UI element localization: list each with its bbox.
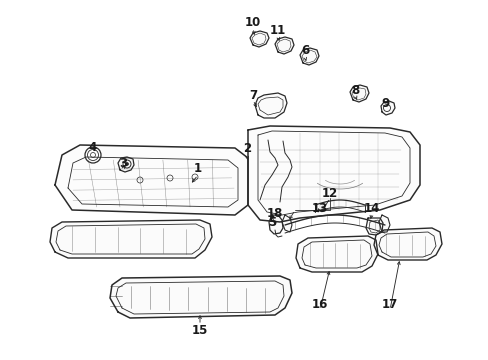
Text: 17: 17 [381, 298, 397, 311]
Text: 2: 2 [243, 141, 250, 154]
Polygon shape [118, 157, 134, 172]
Text: 16: 16 [311, 298, 327, 311]
Polygon shape [247, 126, 419, 222]
Polygon shape [295, 236, 377, 272]
Polygon shape [50, 220, 212, 258]
Text: 18: 18 [266, 207, 283, 220]
Text: 15: 15 [191, 324, 208, 337]
Circle shape [125, 162, 128, 166]
Text: 13: 13 [311, 202, 327, 215]
Text: 1: 1 [194, 162, 202, 175]
Text: 7: 7 [248, 89, 257, 102]
Polygon shape [274, 37, 293, 54]
Text: 14: 14 [363, 202, 379, 215]
Polygon shape [299, 48, 318, 65]
Text: 11: 11 [269, 23, 285, 36]
Polygon shape [282, 215, 291, 232]
Polygon shape [380, 101, 394, 115]
Text: 9: 9 [380, 96, 388, 109]
Polygon shape [55, 145, 247, 215]
Text: 10: 10 [244, 15, 261, 28]
Polygon shape [268, 215, 283, 234]
Polygon shape [378, 215, 389, 232]
Polygon shape [365, 218, 382, 235]
Polygon shape [349, 85, 368, 102]
Polygon shape [249, 31, 268, 47]
Text: 8: 8 [350, 84, 358, 96]
Polygon shape [110, 276, 291, 318]
Text: 5: 5 [267, 216, 276, 229]
Text: 6: 6 [300, 44, 308, 57]
Text: 12: 12 [321, 186, 337, 199]
Polygon shape [254, 93, 286, 118]
Polygon shape [373, 228, 441, 260]
Text: 4: 4 [89, 140, 97, 153]
Text: 3: 3 [119, 157, 127, 170]
